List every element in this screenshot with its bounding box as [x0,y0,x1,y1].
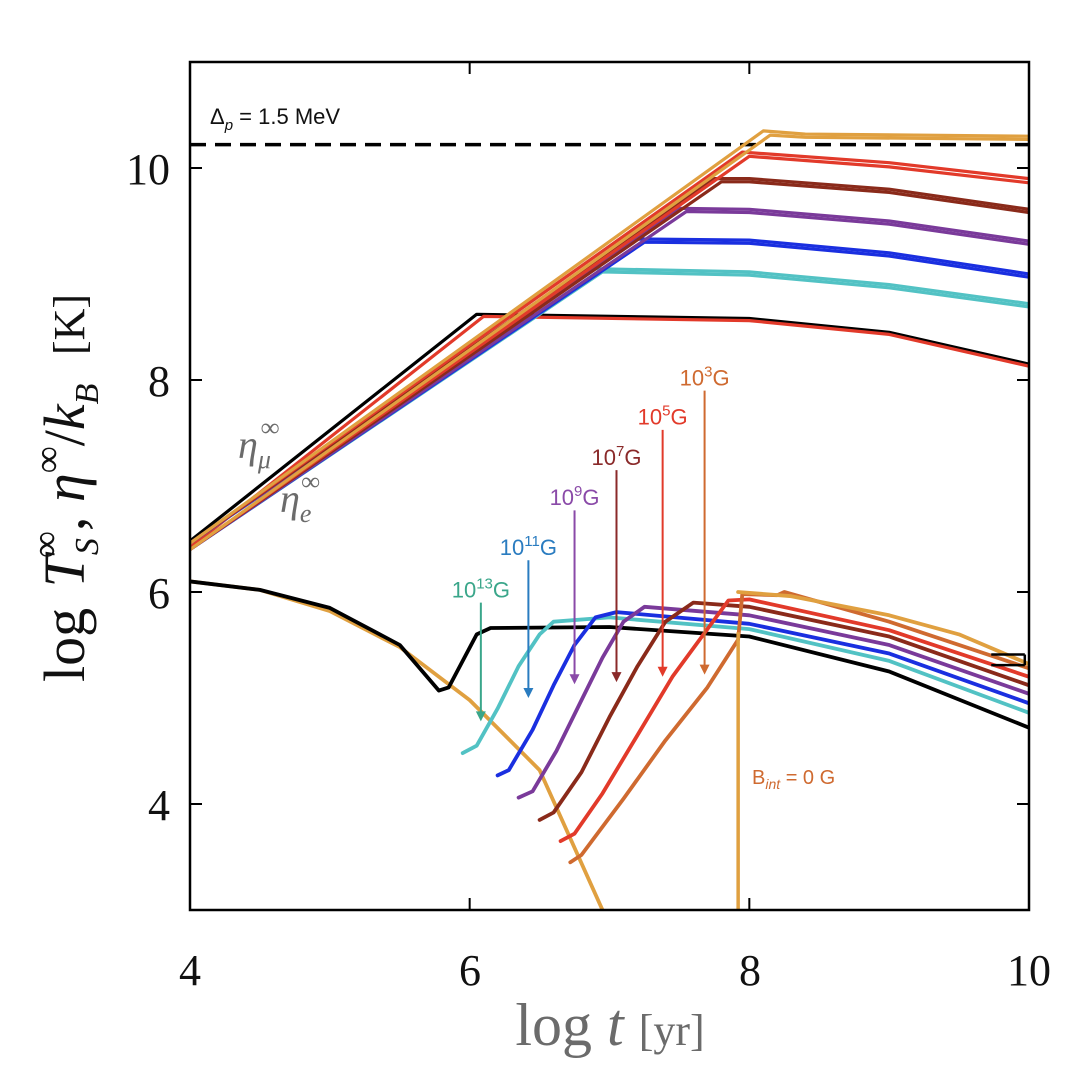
field-arrow-head-7 [611,672,622,683]
curve-Ts_no_heating [190,579,605,910]
field-arrow-head-11 [523,688,534,698]
field-label-7: 107G [592,443,642,470]
curve-eta_b0_a [190,129,1029,545]
field-label-5: 105G [638,403,688,430]
curve-Ts_B13 [190,579,1029,730]
curve-eta_mu_b3 [190,150,1029,545]
field-label-13: 1013G [452,575,510,602]
y-tick-label-8: 8 [148,357,170,406]
curve-Ts_B0 [568,590,1029,865]
field-arrow-head-13 [475,711,486,722]
curve-eta_e_b5 [190,180,1029,552]
curve-Ts_B0_envelope [736,590,1029,666]
plot-frame [188,60,1031,912]
curve-eta_e_b13 [190,314,1029,550]
curve-eta_e_b3 [190,154,1029,552]
field-label-3: 103G [680,363,730,390]
curve-eta_mu_b11 [190,267,1029,545]
x-tick-label-10: 10 [1007,946,1051,995]
curve-eta_e_b11 [190,270,1029,552]
series-layer [190,129,1029,910]
ticks-layer [189,62,1030,910]
x-tick-label-4: 4 [179,946,201,995]
gap-label: Δp = 1.5 MeV [210,104,340,134]
curve-eta_b0_b [190,133,1029,552]
y-tick-label-4: 4 [148,781,170,830]
y-tick-label-10: 10 [126,145,170,194]
eta-mu-label: ημ∞ [238,413,279,474]
field-label-11: 1011G [500,533,557,560]
y-tick-label-6: 6 [148,569,170,618]
bint-label: Bint = 0 G [752,767,835,792]
x-tick-label-6: 6 [459,946,481,995]
field-arrow-head-9 [569,674,580,685]
field-label-9: 109G [550,483,600,510]
y-axis-label: log TS∞, η∞/kB [K] [25,294,111,682]
overlay-layer: 1013G 1011G 109G 107G 105G 103G [452,363,730,722]
curve-eta_mu_b13 [190,312,1029,543]
eta-e-label: ηe∞ [280,467,320,528]
x-axis-label: log t [yr] [515,992,704,1058]
curve-Ts_B5 [537,600,1029,822]
curve-Ts_B9 [495,610,1029,778]
curve-eta_mu_b9 [190,237,1029,545]
field-arrow-head-3 [699,664,710,675]
curve-Ts_B7 [516,604,1029,800]
x-tick-label-8: 8 [739,946,761,995]
curve-Ts_B11 [460,615,1029,755]
curve-Ts_B3 [558,597,1029,843]
field-arrow-head-5 [657,666,668,677]
curve-eta_e_b7 [190,209,1029,552]
